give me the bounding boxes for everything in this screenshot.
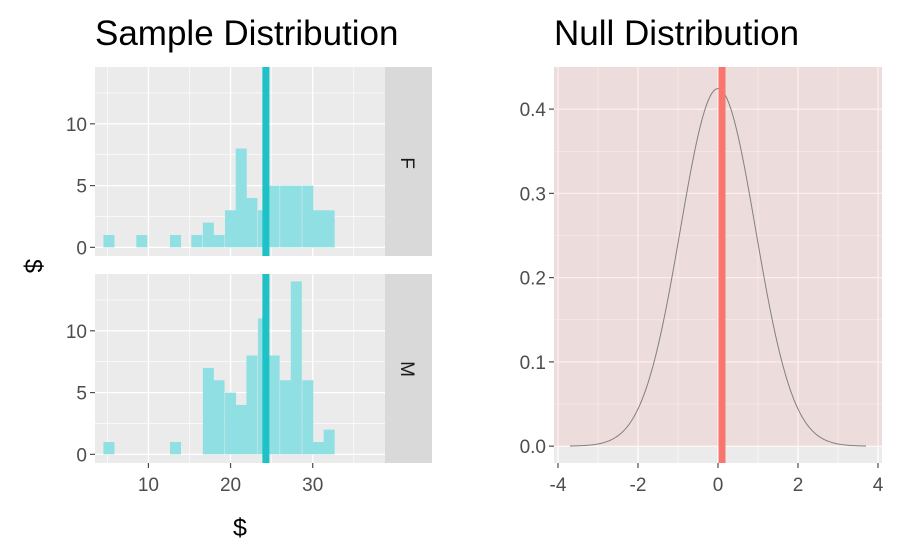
sample-y-axis-label: $ — [19, 259, 47, 273]
histogram-bar — [191, 235, 203, 248]
facet-f-strip-label: F — [396, 157, 417, 169]
null-x-axis: -4 -2 0 2 4 — [550, 463, 884, 496]
y-tick-label: 10 — [66, 322, 87, 343]
histogram-bar — [103, 235, 115, 248]
y-tick-label: 0 — [76, 445, 87, 466]
histogram-bar — [225, 392, 237, 455]
y-tick-label: 5 — [76, 384, 87, 405]
facet-m-strip-label: M — [396, 361, 417, 377]
x-tick-label: 2 — [793, 475, 804, 496]
histogram-bar — [170, 235, 182, 248]
sample-plot-title: Sample Distribution — [95, 14, 398, 53]
y-tick-label: 10 — [66, 115, 87, 136]
histogram-bar — [312, 442, 324, 455]
sample-x-axis: 10 20 30 — [138, 463, 323, 496]
y-tick-label: 0.1 — [520, 353, 546, 374]
histogram-bar — [280, 185, 292, 248]
y-tick-label: 0.3 — [520, 184, 546, 205]
facet-f-bars — [103, 148, 335, 248]
histogram-bar — [302, 380, 314, 455]
histogram-bar — [103, 442, 115, 455]
histogram-bar — [170, 442, 182, 455]
histogram-bar — [323, 429, 335, 455]
histogram-bar — [290, 281, 302, 455]
x-tick-label: 30 — [302, 475, 323, 496]
facet-f-strip — [385, 67, 432, 256]
x-tick-label: 20 — [220, 475, 241, 496]
x-tick-label: 4 — [873, 475, 884, 496]
facet-f-y-axis: 0 5 10 — [66, 115, 95, 259]
x-tick-label: -4 — [550, 475, 567, 496]
histogram-bar — [246, 355, 258, 455]
y-tick-label: 0.4 — [520, 100, 547, 121]
x-tick-label: 10 — [138, 475, 159, 496]
histogram-bar — [302, 185, 314, 248]
histogram-bar — [280, 380, 292, 455]
sample-x-axis-label: $ — [233, 514, 247, 542]
histogram-bar — [268, 185, 280, 248]
null-distribution-plot: Null Distribution 0.0 0.1 0.2 0.3 0.4 -4 -2 0 2… — [520, 14, 884, 496]
sample-distribution-plot: Sample Distribution F 0 5 10 M 0 5 10 10 20 30… — [19, 14, 432, 542]
y-tick-label: 0.0 — [520, 437, 546, 458]
facet-panel-f: F 0 5 10 — [66, 67, 432, 259]
facet-m-strip — [385, 274, 432, 463]
facet-m-y-axis: 0 5 10 — [66, 322, 95, 466]
null-shaded-region — [554, 67, 882, 447]
histogram-bar — [213, 380, 225, 455]
histogram-bar — [136, 235, 148, 248]
y-tick-label: 0 — [76, 238, 87, 259]
y-tick-label: 0.2 — [520, 269, 546, 290]
histogram-bar — [235, 148, 247, 248]
histogram-bar — [225, 210, 237, 248]
facet-panel-m: M 0 5 10 — [66, 274, 432, 466]
histogram-bar — [268, 355, 280, 455]
histogram-bar — [290, 185, 302, 248]
null-y-axis: 0.0 0.1 0.2 0.3 0.4 — [520, 100, 554, 458]
histogram-bar — [202, 367, 214, 455]
null-density-curve — [569, 88, 867, 447]
null-plot-title: Null Distribution — [554, 14, 799, 53]
histogram-bar — [202, 222, 214, 248]
x-tick-label: -2 — [630, 475, 647, 496]
histogram-bar — [312, 210, 324, 248]
histogram-bar — [235, 404, 247, 455]
histogram-bar — [246, 197, 258, 248]
y-tick-label: 5 — [76, 177, 87, 198]
histogram-bar — [323, 210, 335, 248]
null-gridlines — [554, 67, 882, 463]
histogram-bar — [213, 235, 225, 248]
x-tick-label: 0 — [713, 475, 724, 496]
